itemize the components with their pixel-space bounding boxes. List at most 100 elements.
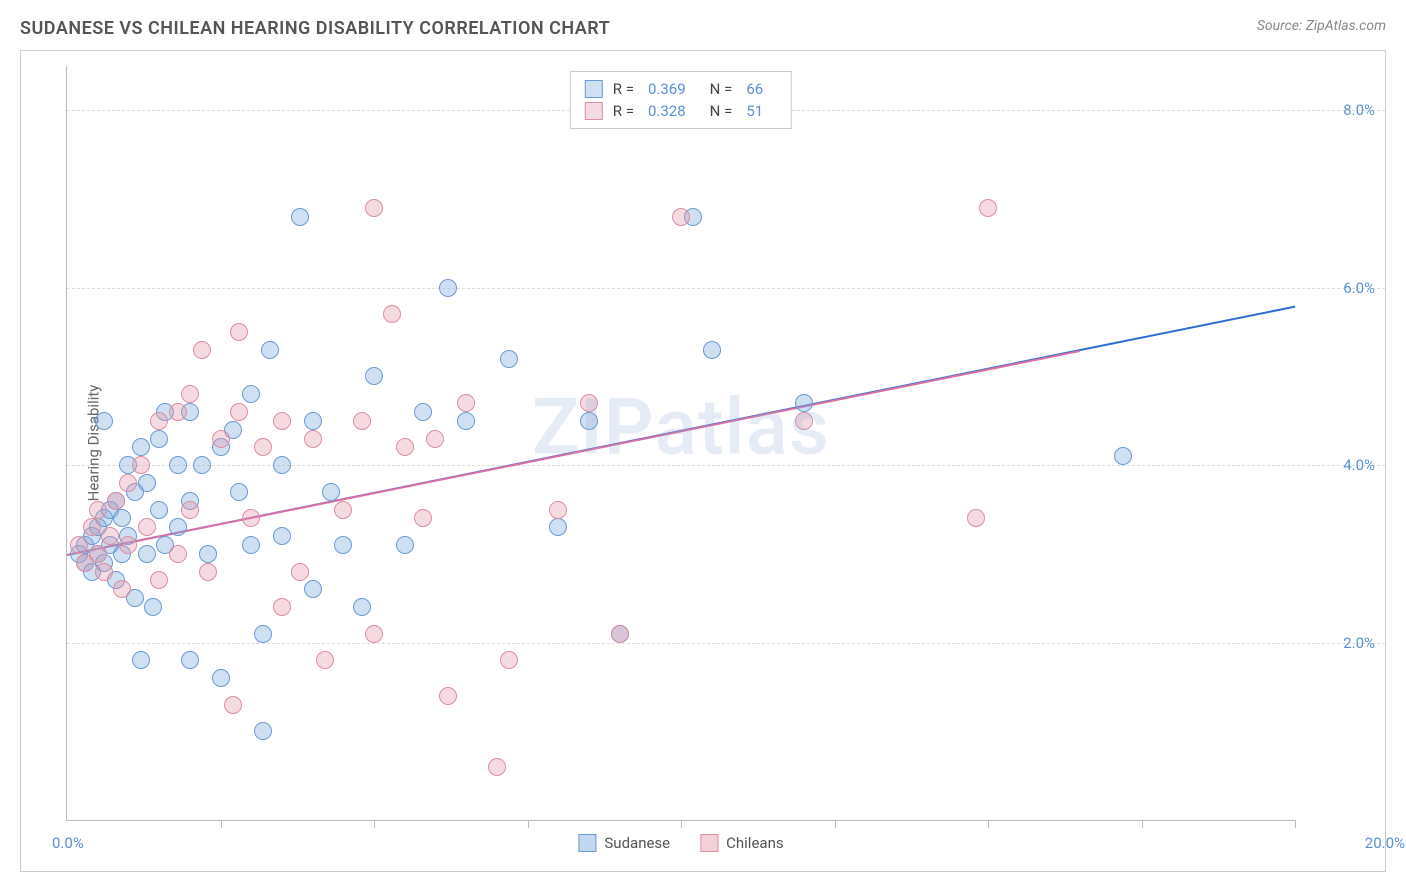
- data-point: [150, 501, 168, 519]
- data-point: [181, 651, 199, 669]
- data-point: [273, 598, 291, 616]
- data-point: [193, 456, 211, 474]
- data-point: [291, 563, 309, 581]
- x-axis-min-label: 0.0%: [52, 834, 84, 852]
- data-point: [70, 536, 88, 554]
- data-point: [414, 509, 432, 527]
- x-tick: [835, 820, 836, 828]
- data-point: [979, 199, 997, 217]
- data-point: [291, 208, 309, 226]
- data-point: [426, 430, 444, 448]
- data-point: [138, 518, 156, 536]
- data-point: [138, 545, 156, 563]
- data-point: [169, 456, 187, 474]
- data-point: [254, 722, 272, 740]
- data-point: [488, 758, 506, 776]
- data-point: [795, 412, 813, 430]
- legend-row-sudanese: R = 0.369 N = 66: [585, 78, 777, 100]
- data-point: [95, 563, 113, 581]
- data-point: [150, 430, 168, 448]
- swatch-chileans: [585, 102, 603, 120]
- data-point: [242, 509, 260, 527]
- data-point: [457, 394, 475, 412]
- data-point: [500, 350, 518, 368]
- data-point: [199, 545, 217, 563]
- data-point: [95, 412, 113, 430]
- data-point: [383, 305, 401, 323]
- data-point: [212, 669, 230, 687]
- data-point: [365, 367, 383, 385]
- data-point: [89, 501, 107, 519]
- x-tick: [528, 820, 529, 828]
- data-point: [611, 625, 629, 643]
- data-point: [113, 580, 131, 598]
- data-point: [316, 651, 334, 669]
- data-point: [439, 279, 457, 297]
- x-tick: [681, 820, 682, 828]
- gridline: [67, 643, 1385, 644]
- data-point: [254, 438, 272, 456]
- data-point: [132, 456, 150, 474]
- data-point: [365, 625, 383, 643]
- x-tick: [374, 820, 375, 828]
- data-point: [169, 545, 187, 563]
- x-tick: [1295, 820, 1296, 828]
- data-point: [273, 456, 291, 474]
- data-point: [795, 394, 813, 412]
- data-point: [457, 412, 475, 430]
- data-point: [549, 501, 567, 519]
- data-point: [254, 625, 272, 643]
- legend-label: Sudanese: [604, 834, 670, 852]
- chart-header: SUDANESE VS CHILEAN HEARING DISABILITY C…: [0, 0, 1406, 39]
- data-point: [242, 385, 260, 403]
- data-point: [414, 403, 432, 421]
- data-point: [89, 545, 107, 563]
- data-point: [549, 518, 567, 536]
- data-point: [261, 341, 279, 359]
- data-point: [334, 536, 352, 554]
- data-point: [169, 518, 187, 536]
- data-point: [703, 341, 721, 359]
- series-legend: Sudanese Chileans: [578, 834, 783, 852]
- y-tick-label: 2.0%: [1343, 634, 1375, 652]
- data-point: [353, 412, 371, 430]
- chart-container: ZIPatlas Hearing Disability R = 0.369 N …: [20, 50, 1386, 872]
- x-tick: [988, 820, 989, 828]
- data-point: [304, 412, 322, 430]
- data-point: [132, 651, 150, 669]
- swatch-icon: [578, 834, 596, 852]
- data-point: [500, 651, 518, 669]
- data-point: [113, 509, 131, 527]
- data-point: [580, 412, 598, 430]
- data-point: [138, 474, 156, 492]
- data-point: [224, 696, 242, 714]
- y-tick-label: 6.0%: [1343, 279, 1375, 297]
- y-tick-label: 4.0%: [1343, 456, 1375, 474]
- x-tick: [221, 820, 222, 828]
- data-point: [580, 394, 598, 412]
- data-point: [230, 323, 248, 341]
- data-point: [150, 412, 168, 430]
- gridline: [67, 465, 1385, 466]
- data-point: [230, 483, 248, 501]
- data-point: [672, 208, 690, 226]
- swatch-icon: [700, 834, 718, 852]
- data-point: [396, 536, 414, 554]
- data-point: [304, 580, 322, 598]
- data-point: [242, 536, 260, 554]
- data-point: [322, 483, 340, 501]
- data-point: [193, 341, 211, 359]
- data-point: [132, 438, 150, 456]
- x-axis-max-label: 20.0%: [1365, 834, 1405, 852]
- data-point: [365, 199, 383, 217]
- chart-title: SUDANESE VS CHILEAN HEARING DISABILITY C…: [20, 18, 610, 39]
- x-tick: [1142, 820, 1143, 828]
- legend-label: Chileans: [726, 834, 783, 852]
- data-point: [107, 492, 125, 510]
- data-point: [144, 598, 162, 616]
- gridline: [67, 288, 1385, 289]
- source-label: Source: ZipAtlas.com: [1257, 18, 1386, 34]
- watermark: ZIPatlas: [532, 382, 830, 473]
- data-point: [273, 412, 291, 430]
- data-point: [439, 687, 457, 705]
